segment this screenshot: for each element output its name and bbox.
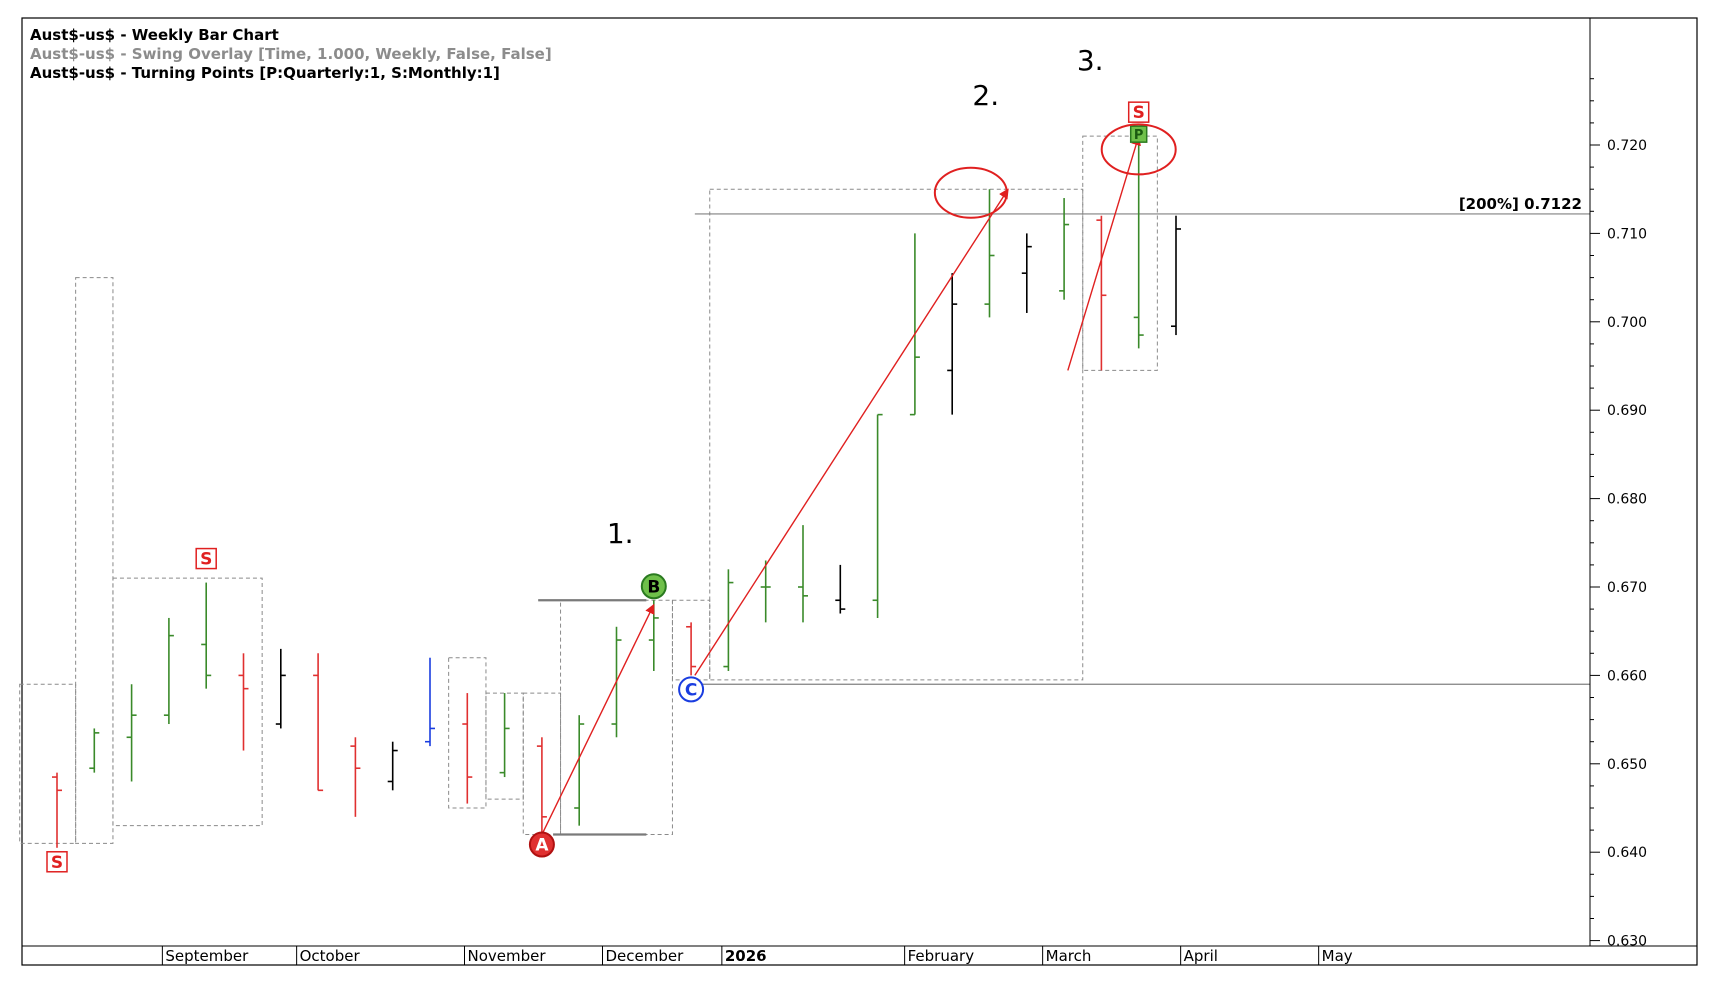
swing-arrow-1 (541, 603, 655, 835)
y-tick-label: 0.700 (1607, 315, 1647, 331)
swing-arrows (541, 135, 1141, 835)
price-bar (1171, 215, 1181, 336)
turning-point-label: A (535, 836, 549, 856)
price-bar (536, 737, 547, 835)
price-bar (499, 693, 510, 778)
y-tick-label: 0.650 (1607, 757, 1647, 773)
x-tick-label: February (908, 947, 975, 965)
x-tick-label: May (1322, 947, 1353, 965)
price-bar (126, 684, 137, 782)
price-bar (275, 648, 286, 729)
price-bar (52, 772, 62, 848)
turning-point-label: C (685, 680, 697, 700)
price-bar (984, 189, 995, 318)
swing-box-10 (1082, 135, 1158, 371)
price-bar (387, 741, 398, 791)
swing-high-marker (195, 547, 217, 570)
price-bar (1096, 215, 1107, 371)
swing-box-2 (112, 577, 263, 827)
legend-line-swing-overlay: Aust$-us$ - Swing Overlay [Time, 1.000, … (30, 45, 552, 63)
legend-line-turning-points: Aust$-us$ - Turning Points [P:Quarterly:… (30, 64, 500, 82)
pivot-marker-label: P (1134, 128, 1144, 143)
swing-high-marker (1127, 101, 1150, 123)
swing-box-5 (485, 692, 524, 800)
price-bar (723, 569, 734, 671)
price-bar (760, 560, 771, 623)
x-axis: September October November December 2026 Febr… (161, 946, 1353, 965)
price-bar (686, 622, 697, 676)
swing-marker-label: S (51, 853, 63, 873)
price-bar (163, 617, 174, 725)
swing-arrow-3 (1067, 135, 1141, 371)
legend-line-chart: Aust$-us$ - Weekly Bar Chart (30, 26, 279, 44)
swing-arrow-2 (694, 188, 1009, 676)
turning-point-a (528, 831, 555, 858)
price-bar (909, 233, 920, 416)
chart-frame (21, 17, 1698, 966)
swing-box-9 (709, 188, 1084, 681)
price-bar (89, 728, 100, 773)
price-bar (1133, 136, 1144, 349)
price-bar (238, 653, 249, 751)
price-bar (1059, 198, 1070, 300)
price-bar (574, 715, 585, 826)
level-lines: [200%] 0.7122 (538, 195, 1590, 836)
level-label-200: [200%] 0.7122 (1459, 195, 1582, 213)
price-bar (462, 693, 473, 804)
y-tick-label: 0.660 (1607, 668, 1647, 684)
y-axis: 0.720 0.710 0.700 0.690 0.680 0.670 0.660 0.650… (1589, 18, 1647, 950)
y-tick-label: 0.710 (1607, 226, 1647, 242)
swing-high-marker (46, 851, 68, 873)
x-tick-label: April (1184, 947, 1218, 965)
x-tick-label: December (606, 947, 685, 965)
x-tick-label: November (467, 947, 546, 965)
highlight-ellipse-3 (1100, 123, 1177, 176)
price-bar (872, 413, 883, 618)
x-tick-label: October (300, 947, 361, 965)
y-tick-label: 0.640 (1607, 845, 1647, 861)
x-tick-label: September (165, 947, 249, 965)
y-tick-label: 0.720 (1607, 138, 1647, 154)
price-bar (313, 653, 324, 792)
turning-point-label: B (647, 577, 660, 597)
y-tick-label: 0.680 (1607, 492, 1647, 508)
y-tick-label: 0.670 (1607, 580, 1647, 596)
price-bar (350, 737, 361, 817)
plot-border (21, 17, 1698, 966)
swing-marker-label: S (1133, 103, 1145, 123)
annotation-2: 2. (972, 79, 999, 112)
y-tick-label: 0.630 (1607, 934, 1647, 950)
annotation-3: 3. (1077, 44, 1104, 77)
price-bar (835, 564, 846, 614)
price-bar (1021, 233, 1032, 313)
annotation-1: 1. (607, 517, 634, 550)
price-bar (201, 582, 212, 689)
price-bar (947, 273, 958, 415)
price-bars (52, 136, 1181, 848)
y-tick-label: 0.690 (1607, 403, 1647, 419)
x-tick-label: March (1046, 947, 1092, 965)
swing-marker-label: S (200, 550, 212, 570)
highlight-ellipse-2 (933, 166, 1008, 219)
annotations: 1. 2. 3. (607, 44, 1177, 550)
pivot-marker (1129, 125, 1148, 143)
price-bar (425, 657, 435, 747)
turning-point-b (640, 573, 667, 600)
swing-box-0 (19, 683, 77, 844)
turning-point-c (678, 676, 705, 703)
price-bar (798, 525, 808, 623)
x-tick-label: 2026 (725, 947, 767, 965)
